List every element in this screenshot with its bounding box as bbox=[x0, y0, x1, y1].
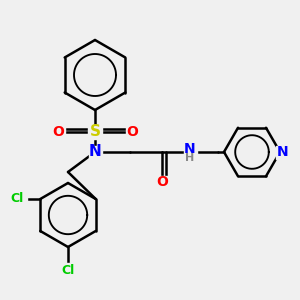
Bar bbox=[52, 125, 64, 139]
Text: O: O bbox=[156, 175, 168, 189]
Text: N: N bbox=[88, 145, 101, 160]
Text: Cl: Cl bbox=[11, 193, 24, 206]
Text: H: H bbox=[185, 153, 195, 163]
Bar bbox=[155, 176, 169, 188]
Bar bbox=[184, 145, 196, 158]
Text: O: O bbox=[52, 125, 64, 139]
Text: S: S bbox=[89, 124, 100, 140]
Text: N: N bbox=[277, 145, 289, 159]
Text: N: N bbox=[184, 142, 196, 156]
Text: Cl: Cl bbox=[61, 263, 75, 277]
Bar bbox=[58, 263, 78, 275]
Bar bbox=[125, 125, 139, 139]
Bar bbox=[7, 193, 27, 205]
Text: O: O bbox=[126, 125, 138, 139]
Bar bbox=[276, 146, 290, 158]
Bar bbox=[88, 125, 102, 139]
Bar bbox=[88, 146, 101, 158]
